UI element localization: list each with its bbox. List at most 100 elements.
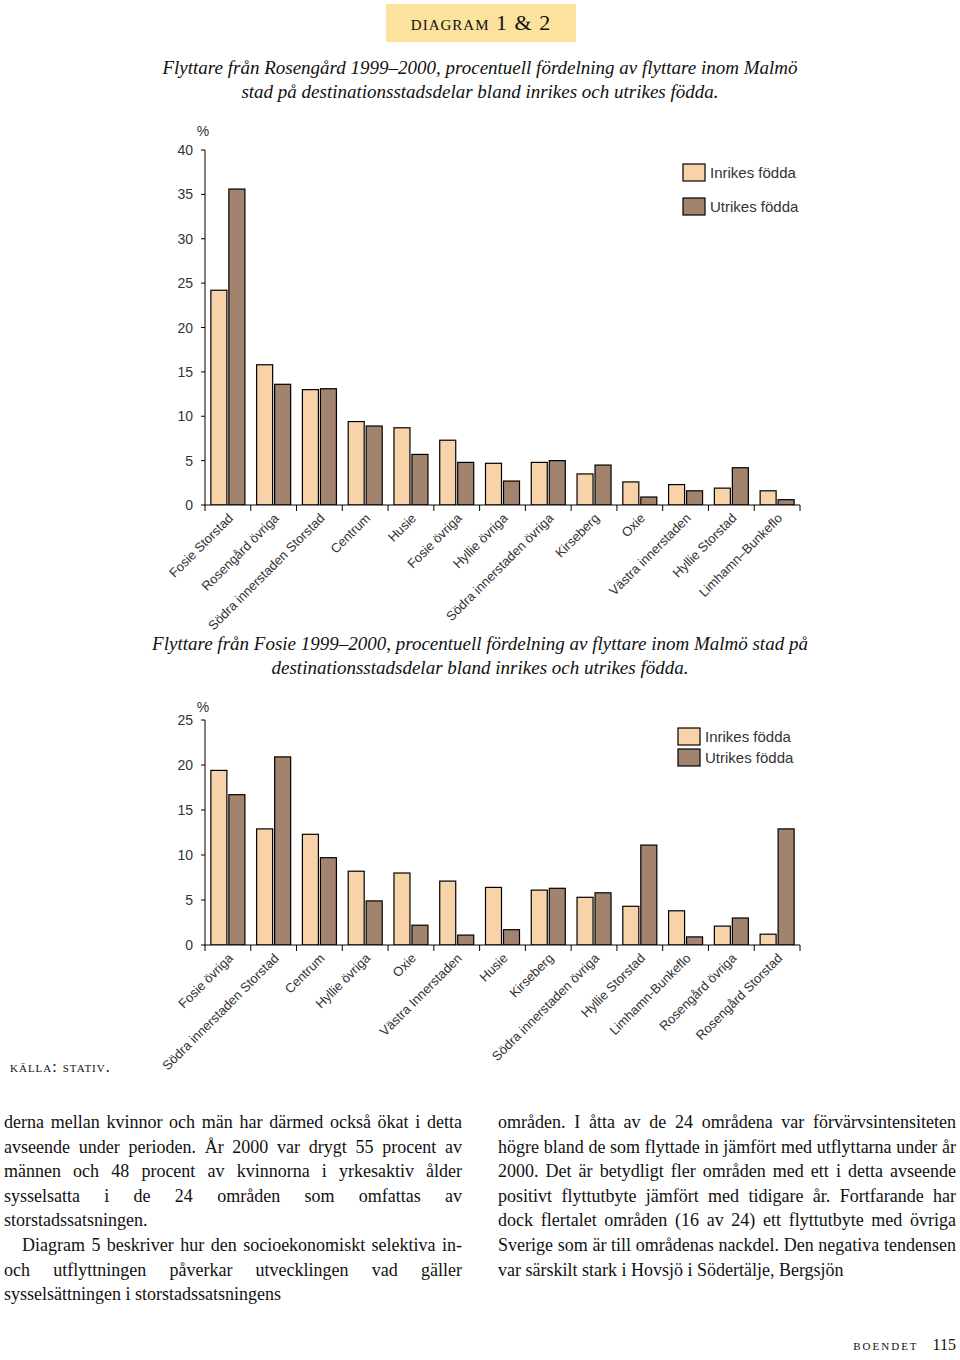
bar bbox=[440, 440, 456, 505]
y-tick bbox=[201, 371, 205, 372]
y-tick-label: 10 bbox=[177, 408, 193, 424]
legend-swatch bbox=[683, 164, 705, 181]
bar bbox=[366, 426, 382, 505]
legend-label: Utrikes födda bbox=[710, 198, 799, 215]
bars bbox=[211, 757, 794, 945]
bar bbox=[257, 365, 273, 505]
bar bbox=[623, 906, 639, 945]
x-separator bbox=[250, 945, 251, 951]
y-tick-label: 35 bbox=[177, 186, 193, 202]
y-tick bbox=[201, 765, 205, 766]
x-axis bbox=[205, 945, 800, 946]
x-separator bbox=[342, 945, 343, 951]
legend-swatch bbox=[678, 728, 700, 745]
x-separator bbox=[433, 505, 434, 511]
y-tick bbox=[201, 327, 205, 328]
x-separator bbox=[250, 505, 251, 511]
x-separator bbox=[479, 945, 480, 951]
footer-section: boendet bbox=[853, 1336, 918, 1353]
y-tick-label: 20 bbox=[177, 757, 193, 773]
x-separator bbox=[571, 945, 572, 951]
y-tick-label: 15 bbox=[177, 364, 193, 380]
bar bbox=[531, 462, 547, 505]
chart: %0510152025Fosie övrigaSödra innerstaden… bbox=[159, 699, 800, 1073]
x-separator bbox=[296, 505, 297, 511]
y-tick bbox=[201, 460, 205, 461]
bar bbox=[229, 189, 245, 505]
bar bbox=[348, 871, 364, 945]
bar bbox=[549, 461, 565, 505]
x-separator bbox=[388, 945, 389, 951]
chart-title: Flyttare från Rosengård 1999–2000, proce… bbox=[150, 56, 810, 104]
paragraph: derna mellan kvinnor och män har därmed … bbox=[4, 1110, 462, 1233]
bar bbox=[714, 926, 730, 945]
x-separator bbox=[616, 505, 617, 511]
x-tick-label: Centrum bbox=[327, 511, 373, 557]
y-tick bbox=[201, 855, 205, 856]
bar bbox=[714, 488, 730, 505]
x-separator bbox=[708, 945, 709, 951]
header-title: diagram 1 & 2 bbox=[411, 10, 551, 35]
bar bbox=[412, 925, 428, 945]
footer: boendet115 bbox=[780, 1336, 956, 1354]
x-separator bbox=[662, 945, 663, 951]
x-separator bbox=[525, 505, 526, 511]
x-separator bbox=[433, 945, 434, 951]
legend-label: Inrikes födda bbox=[705, 728, 792, 745]
bar bbox=[302, 834, 318, 945]
y-tick bbox=[201, 900, 205, 901]
y-tick-label: 0 bbox=[185, 937, 193, 953]
x-separator bbox=[662, 505, 663, 511]
x-tick-label: Oxie bbox=[618, 511, 648, 541]
bar bbox=[366, 901, 382, 945]
text-column: derna mellan kvinnor och män har därmed … bbox=[4, 1110, 462, 1307]
x-tick-label: Hyllie övriga bbox=[313, 950, 374, 1011]
x-axis bbox=[205, 505, 800, 506]
x-tick-label: Västra Innerstaden bbox=[377, 951, 465, 1039]
x-tick-label: Rosengård övriga bbox=[199, 510, 283, 594]
header-box: diagram 1 & 2 bbox=[386, 4, 576, 42]
bar bbox=[211, 770, 227, 945]
bar bbox=[760, 934, 776, 945]
bar bbox=[320, 858, 336, 945]
bar bbox=[577, 897, 593, 945]
page: diagram 1 & 2%0510152025303540Fosie Stor… bbox=[0, 0, 960, 1360]
bar bbox=[623, 482, 639, 505]
bar bbox=[687, 491, 703, 505]
x-tick-label: Husie bbox=[477, 951, 511, 985]
x-tick-label: Rosengård Storstad bbox=[693, 951, 785, 1043]
bar bbox=[394, 873, 410, 945]
bar bbox=[732, 468, 748, 505]
x-separator bbox=[616, 945, 617, 951]
y-tick bbox=[201, 416, 205, 417]
paragraph: Diagram 5 beskriver hur den socioekonomi… bbox=[4, 1233, 462, 1307]
y-tick-label: 5 bbox=[185, 892, 193, 908]
x-tick-label: Södra innerstaden övriga bbox=[443, 510, 557, 624]
bar bbox=[641, 845, 657, 945]
y-tick-label: 25 bbox=[177, 712, 193, 728]
bar bbox=[320, 389, 336, 505]
x-separator bbox=[205, 505, 206, 511]
bar bbox=[669, 911, 685, 945]
bar bbox=[275, 384, 291, 505]
chart-title: Flyttare från Fosie 1999–2000, procentue… bbox=[150, 632, 810, 680]
bar bbox=[778, 500, 794, 505]
bar bbox=[257, 829, 273, 945]
x-separator bbox=[479, 505, 480, 511]
bar bbox=[458, 935, 474, 945]
y-tick-label: 25 bbox=[177, 275, 193, 291]
y-tick-label: 15 bbox=[177, 802, 193, 818]
bar bbox=[504, 930, 520, 945]
bar bbox=[486, 463, 502, 505]
bar bbox=[531, 890, 547, 945]
y-tick bbox=[201, 505, 205, 506]
legend-swatch bbox=[683, 198, 705, 215]
x-separator bbox=[205, 945, 206, 951]
x-tick-label: Husie bbox=[385, 511, 419, 545]
bar bbox=[394, 428, 410, 505]
y-tick bbox=[201, 238, 205, 239]
x-tick-label: Limhamn–Bunkeflo bbox=[696, 511, 785, 600]
bar bbox=[348, 422, 364, 505]
bar bbox=[577, 474, 593, 505]
x-tick-label: Centrum bbox=[282, 951, 328, 997]
